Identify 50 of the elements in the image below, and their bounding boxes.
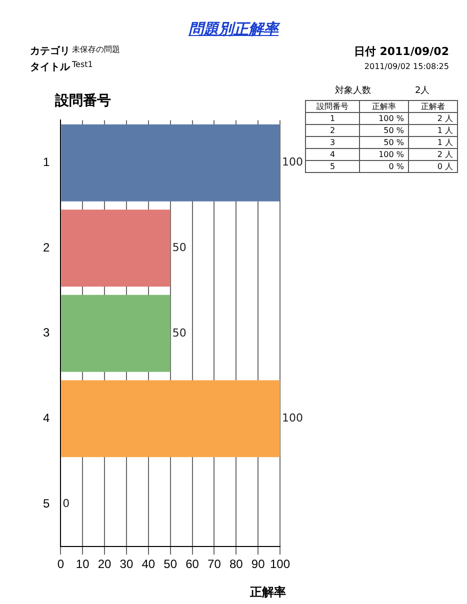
x-tick-label: 70: [208, 557, 222, 572]
text: 100 %: [360, 112, 408, 124]
text: 4: [306, 148, 360, 160]
text: 2人: [415, 84, 430, 97]
text: 設問番号: [306, 100, 360, 112]
text: 50 %: [360, 124, 408, 136]
x-tick-label: 60: [186, 557, 200, 572]
text: 正解率: [360, 100, 408, 112]
y-tick-label: 3: [42, 326, 50, 340]
text: 2 人: [408, 148, 458, 160]
x-tick-label: 90: [251, 557, 266, 572]
x-tick-label: 80: [229, 557, 244, 572]
text: 50 %: [360, 136, 408, 148]
text: 正解者: [408, 100, 458, 112]
text: 2 人: [408, 112, 458, 124]
x-tick-label: 40: [142, 557, 156, 572]
x-tick-label: 50: [164, 557, 178, 572]
chart-title: 問題別正解率: [188, 20, 282, 39]
text: 5: [306, 160, 360, 172]
data-label: 100: [282, 412, 303, 425]
text: Test1: [72, 60, 93, 69]
y-tick-label: 4: [42, 410, 50, 425]
y-axis-title: 設問番号: [55, 92, 111, 110]
x-tick-label: 100: [270, 557, 290, 572]
data-label: 50: [172, 240, 186, 254]
y-tick-label: 5: [42, 496, 50, 510]
y-tick-label: 1: [42, 155, 50, 170]
text: 未保存の問題: [72, 44, 120, 55]
x-tick-label: 10: [76, 557, 90, 572]
x-axis-title: 正解率: [250, 584, 286, 601]
text: タイトル: [30, 61, 70, 74]
text: 1: [306, 112, 360, 124]
data-label: 100: [282, 156, 303, 169]
x-tick-label: 0: [57, 557, 64, 572]
text: 1 人: [408, 124, 458, 136]
text: 3: [306, 136, 360, 148]
text: 2011/09/02 15:08:25: [364, 62, 449, 71]
text: 0 人: [408, 160, 458, 172]
text: 対象人数: [335, 84, 371, 97]
x-tick-label: 20: [98, 557, 112, 572]
text: 2: [306, 124, 360, 136]
text: 0 %: [360, 160, 408, 172]
data-label: 50: [172, 326, 186, 340]
text: 1 人: [408, 136, 458, 148]
x-tick-label: 30: [120, 557, 134, 572]
data-label: 0: [62, 496, 70, 510]
text: 日付 2011/09/02: [354, 44, 449, 59]
text: カテゴリ: [30, 44, 70, 58]
text: 100 %: [360, 148, 408, 160]
y-tick-label: 2: [42, 240, 50, 254]
